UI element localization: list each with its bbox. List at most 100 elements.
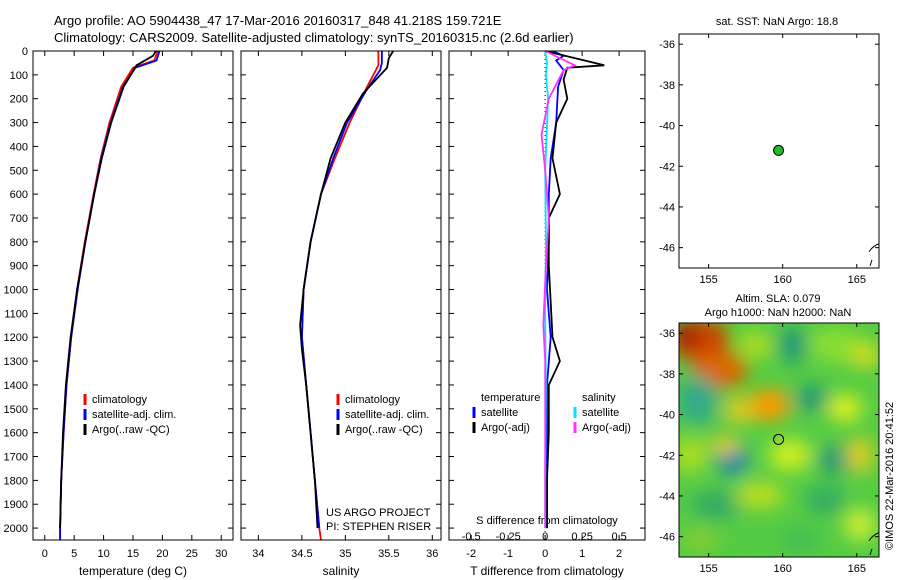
- x-tick-label: 35: [339, 548, 351, 560]
- x-tick-label: 0: [542, 548, 548, 560]
- series-line-3: [540, 50, 577, 529]
- x-tick-label: -2: [466, 548, 476, 560]
- x-tick-label: 2: [616, 548, 622, 560]
- y-tick-label: 100: [10, 70, 28, 82]
- y-tick-label: 300: [10, 118, 28, 130]
- sla-map-title-line2: Argo h1000: NaN h2000: NaN: [705, 307, 852, 319]
- map-y-tick-label: -44: [659, 202, 675, 214]
- map-x-tick-label: 165: [848, 563, 866, 575]
- series-line-1: [544, 50, 605, 529]
- map-y-tick-label: -46: [659, 532, 675, 544]
- x2-tick-label: -0.5: [462, 531, 481, 543]
- y-tick-label: 400: [10, 141, 28, 153]
- x2-tick-label: 0: [542, 531, 548, 543]
- y-tick-label: 500: [10, 165, 28, 177]
- map-y-tick-label: -36: [659, 39, 675, 51]
- series-line-0: [546, 50, 566, 529]
- x-tick-label: 5: [71, 548, 77, 560]
- legend-entry: climatology: [345, 394, 401, 406]
- series-line-2: [59, 50, 157, 529]
- y-tick-label: 200: [10, 94, 28, 106]
- x-tick-label: 15: [127, 548, 139, 560]
- y-tick-label: 600: [10, 189, 28, 201]
- plot-frame: [32, 50, 234, 541]
- legend-title-temperature: temperature: [481, 392, 540, 404]
- map-y-tick-label: -38: [659, 369, 675, 381]
- y-tick-label: 900: [10, 261, 28, 273]
- x-tick-label: 34.5: [291, 548, 312, 560]
- x-tick-label: 35.5: [378, 548, 399, 560]
- x2-tick-label: -0.25: [496, 531, 521, 543]
- y-tick-label: 1500: [4, 404, 28, 416]
- y-tick-label: 2000: [4, 523, 28, 535]
- salinity-panel: 34 34.5 35 35.5 36 salinity climatology satelli…: [240, 50, 442, 578]
- sst-map-panel: 155 160 165 -36 -38 -40 -42 -44 -46: [659, 33, 880, 286]
- x-tick-label: 34: [252, 548, 264, 560]
- series-line-0: [59, 50, 159, 540]
- x2-tick-label: 0.5: [611, 531, 626, 543]
- x-tick-label: 25: [186, 548, 198, 560]
- difference-panel: -2 -1 0 1 2-0.5 -0.25 0 0.25 0.5S difference fro…: [448, 50, 646, 578]
- map-y-tick-label: -44: [659, 491, 675, 503]
- y-tick-label: 1100: [4, 308, 28, 320]
- x-axis-label: T difference from climatology: [470, 564, 624, 578]
- figure-title-line2: Climatology: CARS2009. Satellite-adjuste…: [54, 30, 574, 45]
- sla-map-panel: 155 160 165 -36 -38 -40 -42 -44 -46: [659, 322, 880, 575]
- series-line-2: [299, 50, 394, 529]
- sla-heatmap: [679, 323, 879, 557]
- plot-frame: [448, 50, 646, 541]
- legend-entry: Argo(-adj): [481, 422, 530, 434]
- timestamp-label: ©IMOS 22-Mar-2016 20:41:52: [884, 402, 896, 550]
- legend-entry: satellite-adj. clim.: [92, 409, 176, 421]
- map-y-tick-label: -40: [659, 121, 675, 133]
- y-tick-label: 1400: [4, 380, 28, 392]
- y-tick-label: 1600: [4, 428, 28, 440]
- series-line-1: [300, 51, 383, 529]
- x-tick-label: 20: [156, 548, 168, 560]
- argo-position-marker: [773, 433, 785, 445]
- temperature-panel: 0 100 200 300 400 500 600 700 800 900 1000 1100 1200…: [4, 46, 234, 578]
- map-y-tick-label: -46: [659, 243, 675, 255]
- map-x-tick-label: 155: [699, 563, 717, 575]
- x-tick-label: 36: [426, 548, 438, 560]
- argo-position-marker: [773, 144, 785, 156]
- x-tick-label: 30: [215, 548, 227, 560]
- x-tick-label: 10: [97, 548, 109, 560]
- y-tick-label: 1000: [4, 285, 28, 297]
- legend-entry: Argo(..raw -QC): [345, 424, 423, 436]
- pi-label: PI: STEPHEN RISER: [326, 521, 431, 533]
- y-tick-label: 1200: [4, 332, 28, 344]
- map-x-tick-label: 165: [848, 274, 866, 286]
- figure-title-line1: Argo profile: AO 5904438_47 17-Mar-2016 …: [54, 13, 502, 28]
- x-tick-label: 1: [579, 548, 585, 560]
- map-x-tick-label: 160: [774, 563, 792, 575]
- legend-entry: satellite: [481, 407, 518, 419]
- map-frame: [678, 33, 880, 269]
- series-line-1: [59, 50, 161, 540]
- y-tick-label: 0: [22, 46, 28, 58]
- legend-title-salinity: salinity: [582, 392, 616, 404]
- sla-map-title-line1: Altim. SLA: 0.079: [736, 293, 821, 305]
- legend-entry: Argo(..raw -QC): [92, 424, 170, 436]
- y-tick-label: 1900: [4, 499, 28, 511]
- map-y-tick-label: -38: [659, 80, 675, 92]
- map-frame: [678, 322, 880, 558]
- coastline: [868, 532, 880, 556]
- x-tick-label: -1: [503, 548, 513, 560]
- map-y-tick-label: -36: [659, 328, 675, 340]
- plot-frame: [240, 50, 442, 541]
- legend-entry: climatology: [92, 394, 148, 406]
- map-y-tick-label: -42: [659, 161, 675, 173]
- y-tick-label: 700: [10, 213, 28, 225]
- x-axis-label: salinity: [323, 564, 360, 578]
- map-x-tick-label: 155: [699, 274, 717, 286]
- project-label: US ARGO PROJECT: [326, 507, 431, 519]
- sst-map-title: sat. SST: NaN Argo: 18.8: [716, 16, 838, 28]
- y-tick-label: 800: [10, 237, 28, 249]
- y-tick-label: 1800: [4, 475, 28, 487]
- legend-entry: satellite-adj. clim.: [345, 409, 429, 421]
- y-tick-label: 1700: [4, 452, 28, 464]
- map-y-tick-label: -40: [659, 410, 675, 422]
- map-x-tick-label: 160: [774, 274, 792, 286]
